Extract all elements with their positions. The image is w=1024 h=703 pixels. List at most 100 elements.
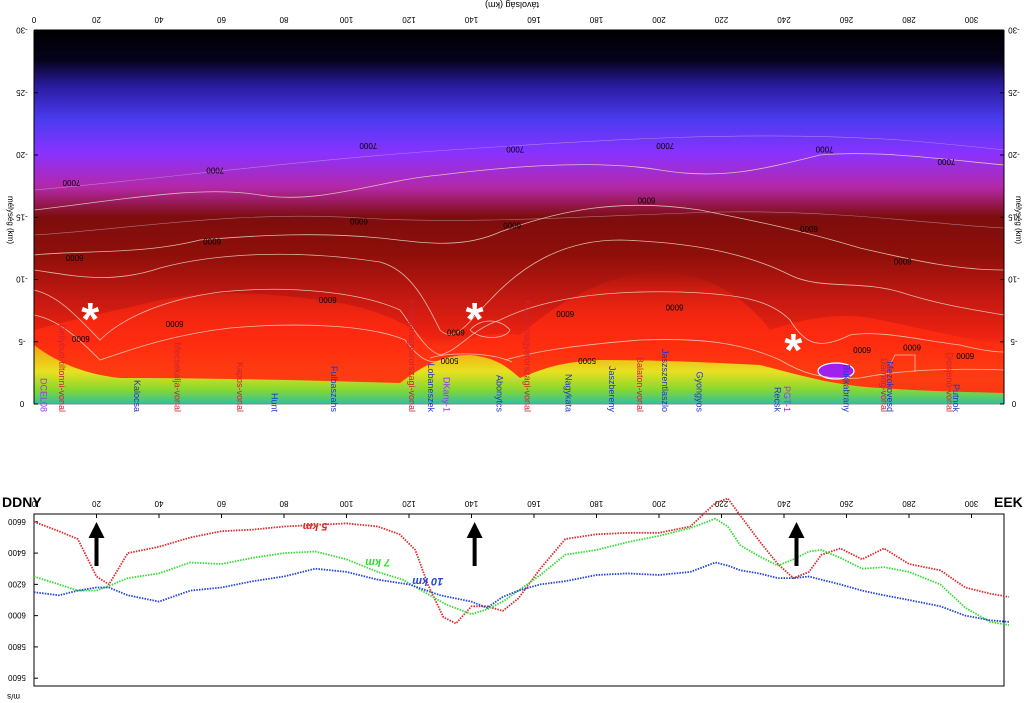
top-x-tick-label: 260 <box>839 15 853 24</box>
right-depth-label: -30 <box>1008 26 1020 35</box>
top-x-tick-label: 80 <box>279 15 288 24</box>
contour-label: 6000 <box>203 237 221 246</box>
station-label: PGT-1 <box>782 386 792 412</box>
profile-unit: m/s <box>7 692 20 701</box>
top-x-tick-label: 180 <box>589 15 603 24</box>
profile-frame <box>33 513 1005 687</box>
contour-label: 7000 <box>359 141 377 150</box>
contour-label: 6000 <box>350 217 368 226</box>
profile-y-tick-label: 6600 <box>8 517 26 526</box>
orientation-right: EEK <box>994 494 1023 510</box>
contour-label: 6000 <box>318 295 336 304</box>
profile-x-tick-label: 80 <box>279 499 288 508</box>
profile-y-ticks: 5600 5800 6000 6200 6400 6600 <box>8 517 38 682</box>
contour-line <box>889 354 916 372</box>
station-label: Kozep-magyarorszagi-vonal <box>523 300 533 412</box>
contour-label: 6000 <box>853 345 871 354</box>
station-label: Fulbaszahs <box>329 366 339 413</box>
series-label: 5 km <box>302 520 327 532</box>
contour-label: 6000 <box>503 220 521 229</box>
profile-x-tick-label: 0 <box>31 499 36 508</box>
station-label: Diosjeno-vonal <box>945 352 955 412</box>
station-label: DCEL08 <box>38 378 48 412</box>
anomaly-marker: * <box>81 293 99 345</box>
contour-label: 7000 <box>62 178 80 187</box>
top-x-tick-label: 300 <box>964 15 978 24</box>
contour-label: 7000 <box>815 145 833 154</box>
contour-line <box>33 135 1005 191</box>
profile-x-ticks: 0 20 40 60 80 100 120 140 160 180 200 220 240 260 280 3… <box>31 499 978 518</box>
left-depth-label: -5 <box>18 337 26 346</box>
right-depth-label: -25 <box>1008 88 1020 97</box>
profile-arrows <box>88 522 805 566</box>
profile-x-tick-label: 260 <box>839 499 853 508</box>
station-label: Jaszbereny <box>607 366 617 413</box>
right-axis-label: mélység (km) <box>1014 196 1023 244</box>
right-depth-label: -10 <box>1008 275 1020 284</box>
right-depth-label: 0 <box>1011 399 1016 408</box>
contour-line <box>33 239 1005 335</box>
contour-label: 6000 <box>71 334 89 343</box>
contour-line <box>33 288 1005 356</box>
contour-label: 7000 <box>506 145 524 154</box>
station-label: Mecsekalja-vonal <box>173 342 183 412</box>
profile-x-tick-label: 240 <box>777 499 791 508</box>
station-label: Mezokovesd <box>885 361 895 412</box>
station-label: Abonytcs <box>495 375 505 413</box>
contour-label: 7000 <box>206 166 224 175</box>
top-x-tick-label: 60 <box>217 15 226 24</box>
station-label: Kapos-vonal <box>235 362 245 412</box>
contour-label: 7000 <box>656 141 674 150</box>
station-label: Darnog-vonal <box>879 358 889 412</box>
orientation-left: DDNY <box>2 494 42 510</box>
station-label: Bellyhuti-tiltonni-vonal <box>57 324 67 412</box>
station-label: Kozep-magyarorszagi-vonal <box>407 300 417 412</box>
anomaly-markers: * * * <box>81 293 802 376</box>
profile-y-tick-label: 5600 <box>8 673 26 682</box>
station-label: Hunt <box>270 393 280 413</box>
profile-x-tick-label: 200 <box>652 499 666 508</box>
contour-label: 6000 <box>800 224 818 233</box>
series-line <box>33 497 1010 625</box>
contour-line <box>469 320 511 338</box>
series-label: 7 km <box>365 556 390 568</box>
contour-label: 6000 <box>903 342 921 351</box>
contour-label: 6000 <box>956 351 974 360</box>
station-label: Lobaneszek <box>426 363 436 412</box>
profile-y-tick-label: 6200 <box>8 579 26 588</box>
velocity-section: 7000 7000 7000 7000 7000 7000 7000 6000 6000 6000… <box>33 30 1005 404</box>
velocity-profile-chart: 0 20 40 60 80 100 120 140 160 180 200 220 240 260 280 3… <box>2 494 1023 701</box>
contour-line <box>33 153 1005 211</box>
top-x-tick-label: 280 <box>902 15 916 24</box>
station-label: Putnok <box>951 384 961 413</box>
left-depth-label: -20 <box>16 150 28 159</box>
top-x-tick-label: 120 <box>402 15 416 24</box>
profile-x-tick-label: 120 <box>402 499 416 508</box>
profile-x-tick-label: 160 <box>527 499 541 508</box>
profile-x-tick-label: 20 <box>92 499 101 508</box>
station-labels: DCEL08 Bellyhuti-tiltonni-vonal Kalocsa Mec… <box>38 300 961 413</box>
profile-x-tick-label: 180 <box>589 499 603 508</box>
top-x-tick-label: 20 <box>92 15 101 24</box>
profile-series <box>33 497 1010 626</box>
contour-label: 5000 <box>440 356 458 365</box>
station-label: Kalocsa <box>132 380 142 412</box>
top-axis-label: távolság (km) <box>485 0 539 10</box>
contour-labels: 7000 7000 7000 7000 7000 7000 7000 6000 6000 6000… <box>62 141 974 365</box>
contour-label: 6000 <box>665 303 683 312</box>
depth-ticks: 0 0 -5 -5 -10 -10 -15 -15 -20 -20 -25 -25 -30 -30 <box>16 26 1020 409</box>
top-x-tick-label: 140 <box>464 15 478 24</box>
top-x-ticks: 0 20 40 60 80 100 120 140 160 180 200 220 240 260 280 3… <box>31 15 978 34</box>
top-x-tick-label: 40 <box>154 15 163 24</box>
contour-label: 6000 <box>65 253 83 262</box>
series-line <box>33 517 1010 626</box>
station-label: Recsk <box>773 387 783 413</box>
sediment-layer <box>34 345 1004 404</box>
right-depth-label: -20 <box>1008 150 1020 159</box>
contour-label: 6000 <box>893 257 911 266</box>
station-label: Nagykata <box>563 374 573 412</box>
anomaly-marker: * <box>466 293 484 345</box>
profile-y-tick-label: 5800 <box>8 642 26 651</box>
contour-label: 6000 <box>165 319 183 328</box>
